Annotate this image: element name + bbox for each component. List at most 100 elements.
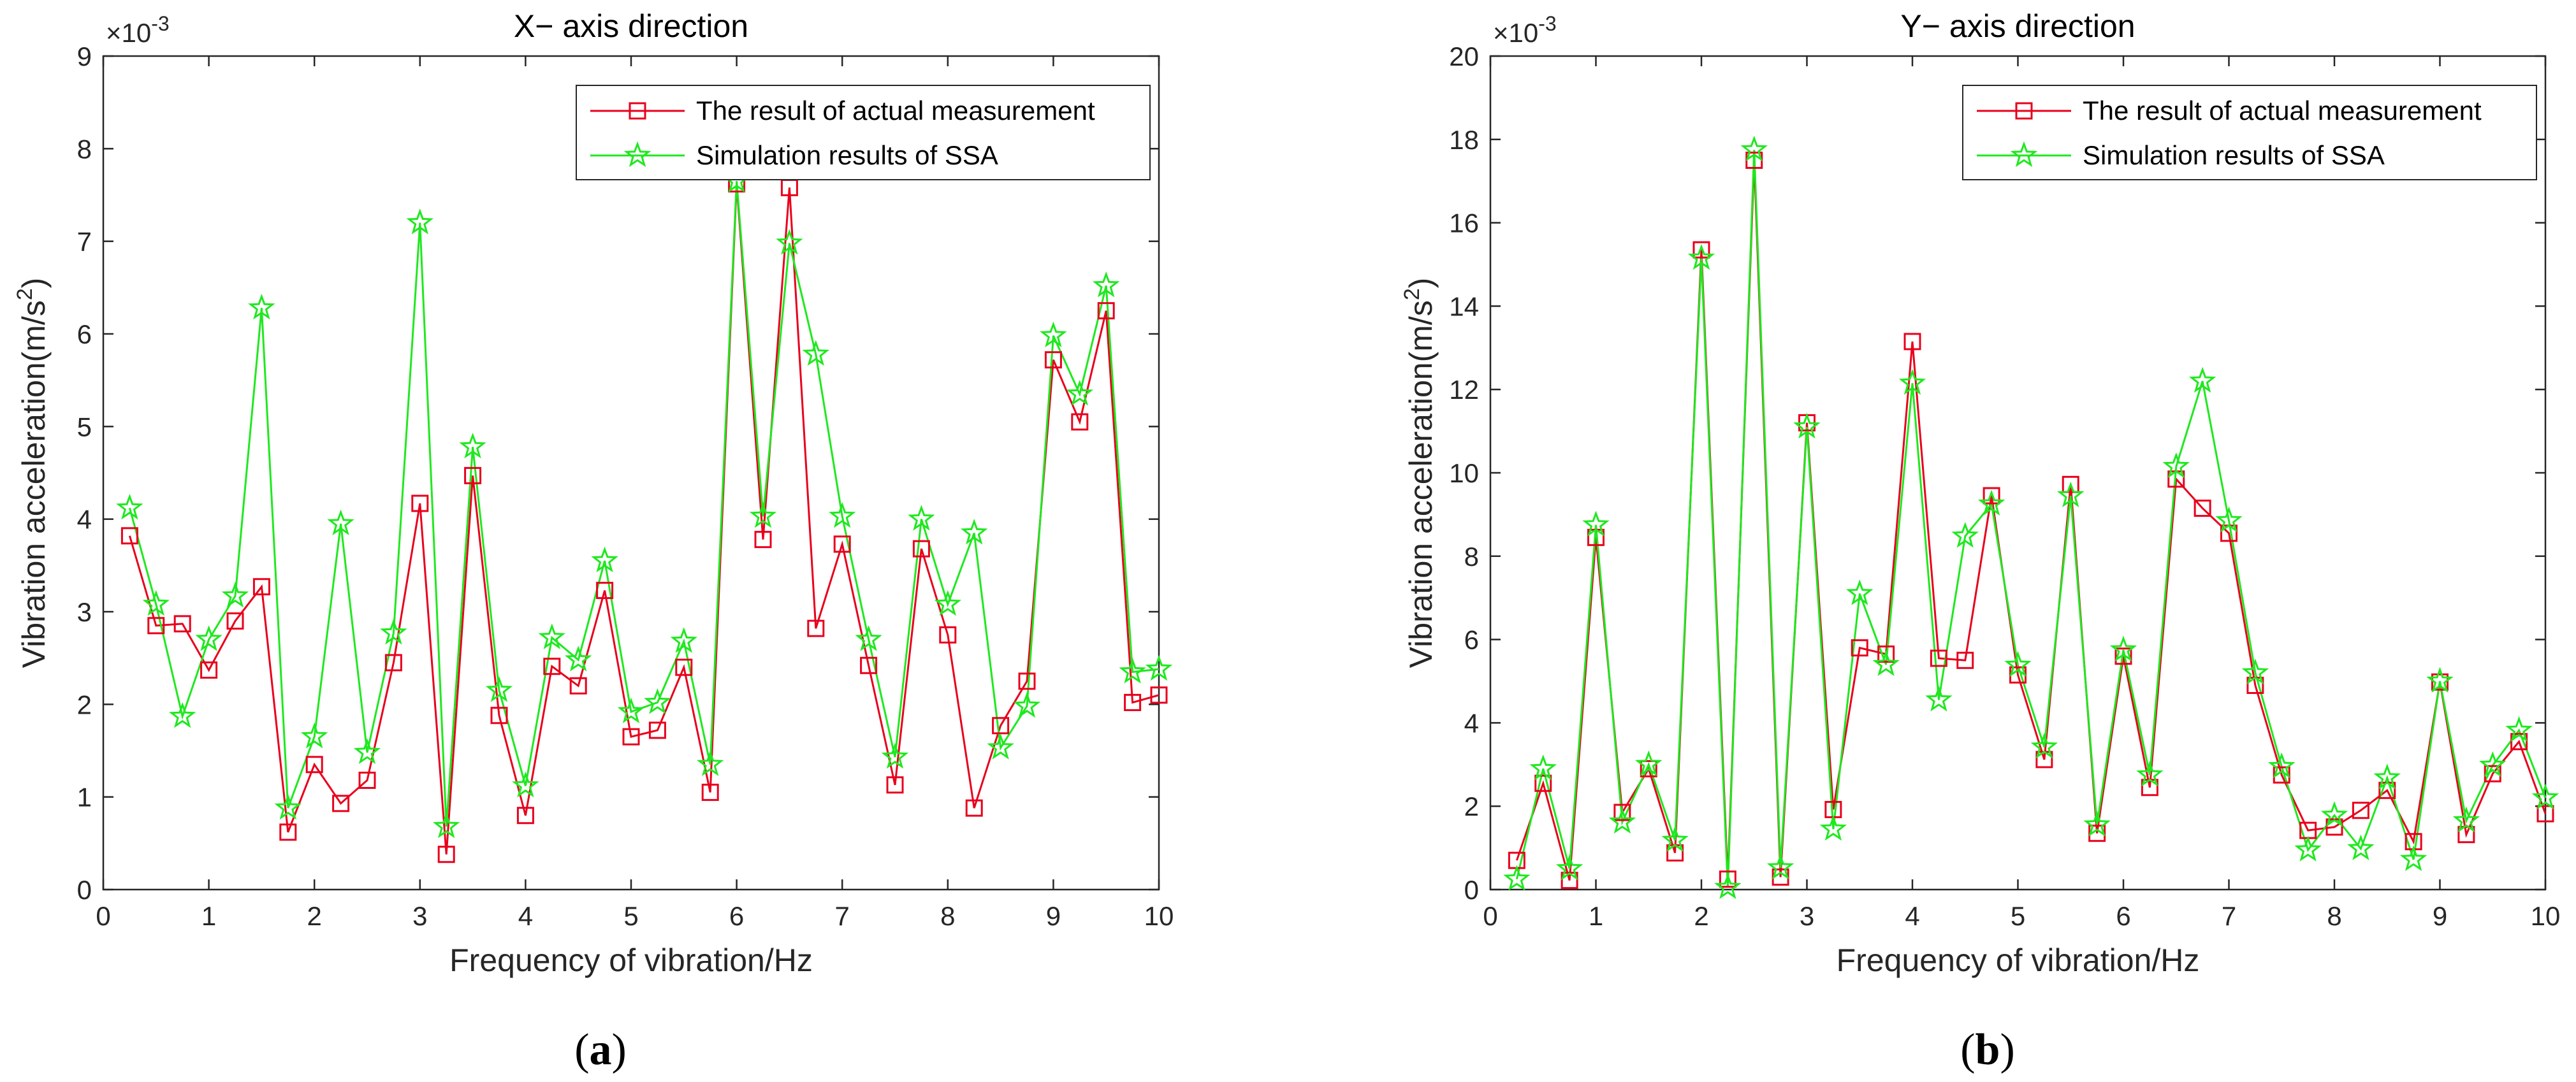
x-tick-label: 4: [518, 901, 533, 931]
legend-entry-label: Simulation results of SSA: [696, 140, 998, 170]
legend-box: [1962, 85, 2537, 180]
data-point-ssa: [406, 208, 434, 234]
data-point-measurement: [2194, 500, 2211, 517]
data-point-measurement: [411, 494, 429, 512]
y-tick-label: 16: [1449, 208, 1479, 238]
data-point-measurement: [912, 540, 930, 558]
data-point-ssa: [644, 688, 671, 714]
data-point-ssa: [1766, 853, 1794, 880]
legend-marker-star: [2010, 141, 2038, 168]
data-point-ssa: [248, 293, 275, 320]
data-point-ssa: [1872, 650, 1900, 676]
data-point-ssa: [1608, 807, 1636, 834]
data-point-measurement: [1983, 487, 2000, 505]
legend-box: [576, 85, 1151, 180]
data-point-ssa: [696, 750, 724, 776]
x-tick-label: 10: [1144, 901, 1174, 931]
data-point-ssa: [2505, 716, 2533, 742]
y-tick-label: 12: [1449, 375, 1479, 405]
data-point-ssa: [1119, 658, 1146, 684]
x-tick-label: 5: [623, 901, 638, 931]
data-point-measurement: [490, 707, 508, 725]
data-point-measurement: [807, 619, 825, 637]
data-point-ssa: [2136, 760, 2164, 787]
y-tick-label: 0: [77, 875, 92, 905]
data-point-measurement: [701, 783, 719, 801]
data-point-ssa: [2531, 783, 2559, 810]
data-point-ssa: [1925, 686, 1953, 712]
x-tick-label: 6: [2116, 901, 2130, 931]
data-point-measurement: [543, 658, 561, 675]
legend-marker-square: [629, 102, 646, 120]
data-point-ssa: [2267, 752, 2296, 779]
plot-area: [102, 55, 1160, 891]
series-line-ssa: [128, 181, 1160, 827]
y-tick-label: 3: [77, 597, 92, 627]
data-point-measurement: [992, 717, 1010, 735]
x-tick-label: 0: [96, 901, 110, 931]
axis-exponent-base: ×10: [106, 18, 151, 48]
data-point-ssa: [1819, 814, 1847, 841]
data-point-measurement: [2536, 805, 2554, 823]
data-point-measurement: [965, 799, 983, 817]
x-axis-label: Frequency of vibration/Hz: [449, 942, 813, 978]
x-tick-label: 7: [2222, 901, 2236, 931]
data-point-measurement: [305, 756, 323, 774]
y-tick-label: 8: [1464, 542, 1479, 572]
x-tick-label: 2: [307, 901, 322, 931]
data-point-measurement: [1877, 645, 1895, 663]
data-point-measurement: [1956, 651, 1974, 669]
y-tick-label: 4: [77, 505, 92, 535]
data-point-measurement: [332, 795, 350, 812]
data-point-ssa: [142, 590, 170, 616]
y-tick-label: 20: [1449, 41, 1479, 71]
legend-entry-label: Simulation results of SSA: [2083, 140, 2385, 170]
data-point-measurement: [2273, 766, 2290, 784]
y-axis-label-sup: 2: [1400, 288, 1424, 300]
data-point-ssa: [2030, 732, 2058, 759]
y-tick-label: 6: [1464, 625, 1479, 655]
data-point-measurement: [1018, 672, 1036, 690]
x-tick-label: 5: [2011, 901, 2025, 931]
data-point-ssa: [1740, 135, 1768, 162]
data-point-measurement: [1097, 302, 1115, 320]
y-tick-label: 14: [1449, 291, 1479, 321]
data-point-ssa: [617, 697, 645, 723]
data-point-measurement: [1851, 639, 1868, 657]
axis-exponent: ×10-3: [1493, 12, 1557, 48]
y-tick-label: 6: [77, 319, 92, 349]
x-tick-label: 1: [201, 901, 216, 931]
data-point-ssa: [1845, 579, 1874, 605]
y-axis-label-end: ): [16, 278, 52, 289]
data-point-ssa: [2056, 481, 2085, 507]
x-tick-label: 3: [1800, 901, 1814, 931]
data-point-measurement: [252, 578, 270, 596]
legend: The result of actual measurement Simulati…: [1962, 85, 2537, 180]
y-axis-label-main: Vibration acceleration(m/s: [1403, 300, 1439, 668]
legend-entry-label: The result of actual measurement: [2083, 96, 2482, 126]
data-point-ssa: [855, 625, 882, 651]
y-tick-label: 7: [77, 227, 92, 257]
data-point-measurement: [2457, 826, 2475, 844]
data-point-measurement: [464, 466, 482, 484]
data-point-ssa: [2241, 658, 2269, 685]
data-point-measurement: [754, 531, 772, 549]
data-point-measurement: [147, 617, 165, 635]
y-axis-label-sup: 2: [13, 288, 37, 300]
y-tick-label: 0: [1464, 875, 1479, 905]
data-point-measurement: [2510, 733, 2528, 751]
data-point-ssa: [2083, 811, 2111, 837]
x-tick-label: 9: [2433, 901, 2447, 931]
data-point-ssa: [2478, 751, 2507, 777]
x-tick-label: 2: [1694, 901, 1708, 931]
data-point-measurement: [886, 776, 904, 794]
data-point-ssa: [116, 493, 143, 520]
data-point-measurement: [200, 661, 218, 679]
data-point-ssa: [881, 742, 909, 769]
y-axis-label: Vibration acceleration(m/s2): [1400, 278, 1439, 668]
data-point-ssa: [2162, 452, 2190, 479]
data-point-ssa: [1714, 873, 1742, 899]
data-point-ssa: [1951, 522, 1979, 548]
